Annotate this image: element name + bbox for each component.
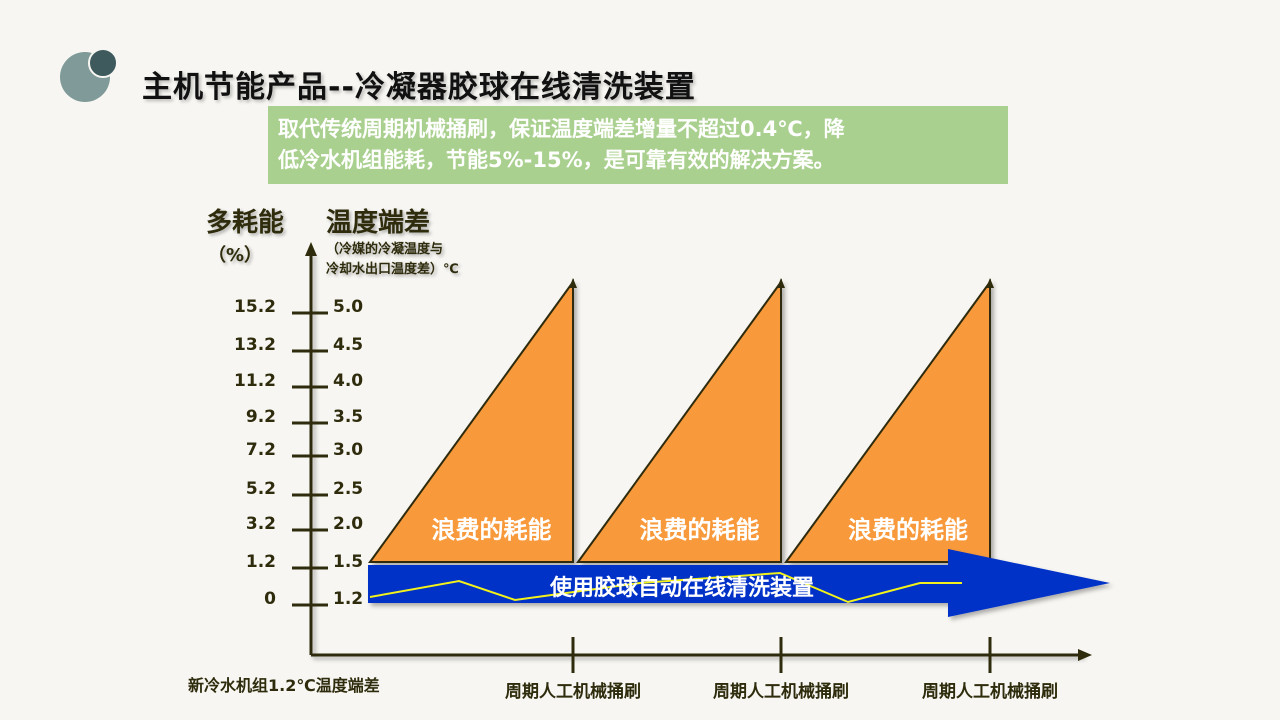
waste-triangle [784, 278, 991, 563]
percent-tick-label: 15.2 [234, 297, 276, 317]
page-title: 主机节能产品--冷凝器胶球在线清洗装置 [142, 70, 696, 105]
temp-tick-label: 2.5 [333, 479, 363, 499]
x-tick-label: 周期人工机械捅刷 [713, 681, 849, 702]
temp-tick-label: 4.5 [333, 335, 363, 355]
temperature-line [369, 571, 962, 604]
arrow-label: 使用胶球自动在线清洗装置 [549, 575, 814, 601]
percent-tick-label: 1.2 [246, 552, 276, 572]
temp-tick-label: 5.0 [333, 297, 363, 317]
percent-tick-label: 0 [264, 589, 276, 609]
percent-tick-label: 7.2 [246, 440, 276, 460]
waste-triangle [368, 278, 574, 563]
temp-tick-label: 1.2 [333, 589, 363, 609]
temp-tick-label: 4.0 [333, 371, 363, 391]
x-axis-arrowhead [1078, 649, 1092, 661]
percent-tick-label: 5.2 [246, 479, 276, 499]
banner-line-1: 取代传统周期机械捅刷，保证温度端差增量不超过0.4℃，降 [278, 117, 845, 141]
waste-label: 浪费的耗能 [640, 516, 760, 544]
arrow [368, 549, 1110, 617]
temp-tick-label: 2.0 [333, 514, 363, 534]
x-tick-label: 周期人工机械捅刷 [922, 681, 1058, 702]
x-tick-label: 周期人工机械捅刷 [505, 681, 641, 702]
waste-triangle [576, 278, 782, 563]
y-axis-arrowhead [305, 242, 317, 256]
right-axis-title: 温度端差 [326, 208, 431, 238]
arrowhead [986, 278, 994, 288]
arrowhead [569, 278, 577, 288]
percent-tick-label: 3.2 [246, 514, 276, 534]
right-axis-note-1: （冷媒的冷凝温度与 [326, 242, 444, 257]
percent-tick-label: 9.2 [246, 407, 276, 427]
waste-label: 浪费的耗能 [848, 516, 968, 544]
temp-tick-label: 3.0 [333, 440, 363, 460]
left-axis-unit: （%） [208, 245, 263, 266]
left-axis-title: 多耗能 [206, 208, 285, 238]
waste-label: 浪费的耗能 [432, 516, 552, 544]
temp-tick-label: 1.5 [333, 552, 363, 572]
temp-tick-label: 3.5 [333, 407, 363, 427]
arrowhead [777, 278, 785, 288]
right-axis-note-2: 冷却水出口温度差）℃ [326, 262, 459, 277]
percent-tick-label: 13.2 [234, 335, 276, 355]
logo-circles [60, 48, 120, 104]
summary-banner: 取代传统周期机械捅刷，保证温度端差增量不超过0.4℃，降 低冷水机组能耗，节能5… [268, 106, 1008, 184]
banner-line-2: 低冷水机组能耗，节能5%-15%，是可靠有效的解决方案。 [278, 148, 835, 172]
x-origin-label: 新冷水机组1.2℃温度端差 [188, 676, 380, 695]
percent-tick-label: 11.2 [234, 371, 276, 391]
